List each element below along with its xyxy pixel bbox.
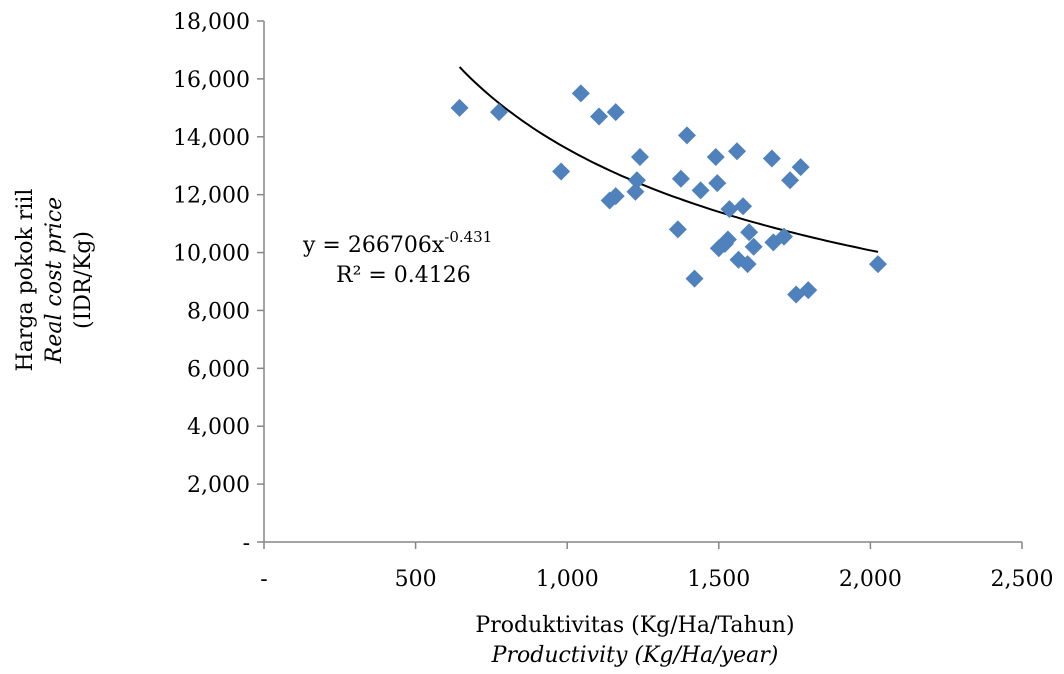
data-point [868,255,887,274]
y-tick-label: 16,000 [173,68,250,93]
y-tick-label: 18,000 [173,10,250,35]
data-point [685,269,704,288]
x-tick-label: 2,500 [991,567,1054,592]
data-point [791,158,810,177]
power-trendline [458,66,879,253]
data-point [626,182,645,201]
data-point [606,103,625,122]
data-points [450,84,887,304]
data-point [734,197,753,216]
data-point [627,171,646,190]
data-point [799,281,818,300]
data-point [774,227,793,246]
data-point [718,230,737,249]
data-point [489,103,508,122]
x-tick-label: 2,000 [839,567,902,592]
data-point [720,200,739,219]
y-axis-unit: (IDR/Kg) [71,231,96,329]
x-axis-title: Produktivitas (Kg/Ha/Tahun) [475,613,794,638]
data-point [781,171,800,190]
data-point [727,142,746,161]
r-squared-label: R² = 0.4126 [336,263,471,288]
data-point [677,126,696,145]
data-point [738,255,757,274]
data-point [630,148,649,167]
y-tick-label: 6,000 [187,357,250,382]
data-point [668,220,687,239]
y-tick-label: 12,000 [173,184,250,209]
y-tick-label: 2,000 [187,473,250,498]
y-tick-label: 8,000 [187,299,250,324]
y-axis-title-english: Real cost price [42,197,67,364]
data-point [762,149,781,168]
data-point [691,181,710,200]
data-point [590,107,609,126]
x-tick-label: 500 [395,567,437,592]
plot-area: - 2,000 4,000 6,000 8,000 10,000 12,000 14,000 1… [173,10,1053,592]
data-point [571,84,590,103]
x-axis-ticks: - 500 1,000 1,500 2,000 2,500 [260,542,1053,592]
x-tick-label: 1,500 [687,567,750,592]
data-point [450,98,469,117]
data-point [706,148,725,167]
data-point [744,237,763,256]
data-point [708,174,727,193]
y-axis-ticks: - 2,000 4,000 6,000 8,000 10,000 12,000 14,000 1… [173,10,264,556]
y-tick-label: 10,000 [173,242,250,267]
y-tick-label: - [243,531,250,556]
y-axis-title: Harga pokok riil [13,189,38,372]
data-point [671,169,690,188]
trendline-equation: y = 266706x-0.431 [302,228,492,258]
x-tick-label: 1,000 [536,567,599,592]
y-tick-label: 4,000 [187,415,250,440]
data-point [740,223,759,242]
data-point [552,162,571,181]
data-point [606,187,625,206]
y-tick-label: 14,000 [173,126,250,151]
x-tick-label: - [260,567,267,592]
x-axis-title-english: Productivity (Kg/Ha/year) [491,643,779,668]
